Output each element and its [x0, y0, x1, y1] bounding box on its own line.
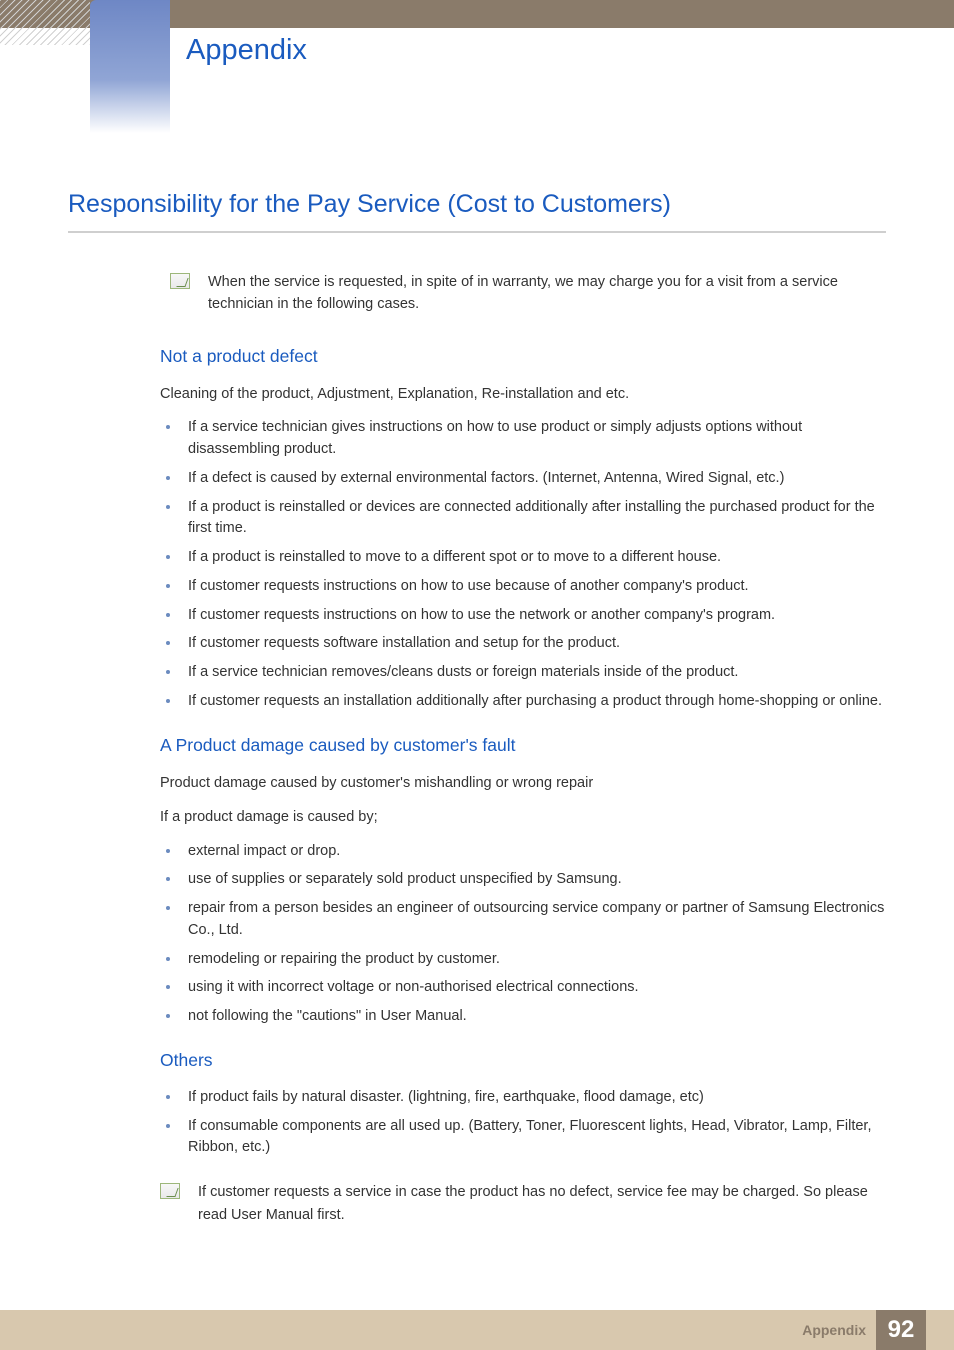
- body-area: Not a product defect Cleaning of the pro…: [160, 346, 886, 1226]
- title-underline: [68, 231, 886, 233]
- sub2-list: external impact or drop. use of supplies…: [160, 841, 886, 1028]
- top-note-text: When the service is requested, in spite …: [208, 271, 886, 316]
- sub2-intro2: If a product damage is caused by;: [160, 806, 886, 828]
- subheading-2: A Product damage caused by customer's fa…: [160, 735, 886, 756]
- bottom-note-block: If customer requests a service in case t…: [160, 1181, 886, 1226]
- subheading-1: Not a product defect: [160, 346, 886, 367]
- list-item: If customer requests an installation add…: [160, 691, 886, 713]
- list-item: use of supplies or separately sold produ…: [160, 869, 886, 891]
- list-item: not following the "cautions" in User Man…: [160, 1006, 886, 1028]
- list-item: repair from a person besides an engineer…: [160, 898, 886, 942]
- note-icon: [170, 273, 190, 289]
- list-item: remodeling or repairing the product by c…: [160, 949, 886, 971]
- sub2-intro1: Product damage caused by customer's mish…: [160, 772, 886, 794]
- sub3-list: If product fails by natural disaster. (l…: [160, 1087, 886, 1159]
- list-item: If a defect is caused by external enviro…: [160, 468, 886, 490]
- bottom-note-text: If customer requests a service in case t…: [198, 1181, 886, 1226]
- list-item: If a product is reinstalled or devices a…: [160, 497, 886, 541]
- list-item: If customer requests instructions on how…: [160, 576, 886, 598]
- list-item: If a product is reinstalled to move to a…: [160, 547, 886, 569]
- list-item: external impact or drop.: [160, 841, 886, 863]
- list-item: If customer requests software installati…: [160, 633, 886, 655]
- list-item: If product fails by natural disaster. (l…: [160, 1087, 886, 1109]
- sub1-list: If a service technician gives instructio…: [160, 417, 886, 712]
- subheading-3: Others: [160, 1050, 886, 1071]
- content-area: Responsibility for the Pay Service (Cost…: [68, 190, 886, 1256]
- top-note-block: When the service is requested, in spite …: [170, 271, 886, 316]
- corner-hatching: [0, 0, 90, 45]
- list-item: using it with incorrect voltage or non-a…: [160, 977, 886, 999]
- list-item: If customer requests instructions on how…: [160, 605, 886, 627]
- sub1-intro: Cleaning of the product, Adjustment, Exp…: [160, 383, 886, 405]
- footer-band: Appendix 92: [0, 1310, 954, 1350]
- list-item: If a service technician gives instructio…: [160, 417, 886, 461]
- section-title: Responsibility for the Pay Service (Cost…: [68, 190, 886, 219]
- list-item: If a service technician removes/cleans d…: [160, 662, 886, 684]
- note-icon: [160, 1183, 180, 1199]
- chapter-tab: [90, 0, 170, 133]
- chapter-title: Appendix: [186, 34, 307, 67]
- page-number: 92: [876, 1310, 926, 1350]
- list-item: If consumable components are all used up…: [160, 1116, 886, 1160]
- footer-label: Appendix: [802, 1322, 866, 1338]
